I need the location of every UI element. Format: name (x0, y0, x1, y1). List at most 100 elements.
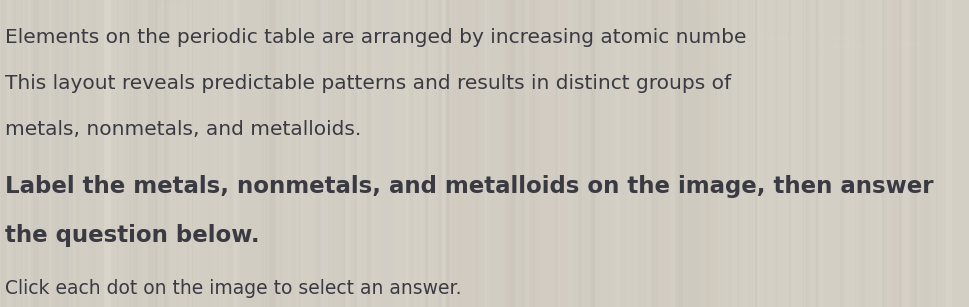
Bar (812, 0, 819, 307)
Bar (925, 0, 930, 307)
Bar (531, 0, 538, 307)
Bar (675, 0, 714, 307)
Bar (916, 0, 919, 307)
Bar (652, 0, 658, 307)
Bar (35, 0, 41, 307)
Bar (860, 0, 863, 307)
Bar (187, 0, 189, 307)
Bar (493, 0, 535, 307)
Bar (775, 0, 788, 307)
Bar (206, 0, 213, 307)
Bar (200, 0, 207, 307)
Bar (192, 0, 193, 307)
Bar (600, 0, 620, 307)
Bar (902, 0, 908, 307)
Bar (174, 0, 178, 307)
Bar (138, 0, 158, 307)
Bar (812, 0, 828, 307)
Bar (164, 0, 167, 307)
Bar (521, 0, 527, 307)
Bar (371, 0, 377, 307)
Bar (476, 0, 478, 307)
Bar (533, 0, 535, 307)
Bar (307, 0, 309, 307)
Bar (579, 0, 626, 307)
Bar (53, 0, 58, 307)
Bar (662, 0, 664, 307)
Bar (360, 0, 367, 307)
Bar (333, 0, 334, 307)
Bar (344, 0, 345, 307)
Bar (771, 0, 775, 307)
Bar (314, 0, 350, 307)
Bar (67, 0, 74, 307)
Bar (358, 0, 365, 307)
Bar (779, 0, 784, 307)
Bar (62, 0, 67, 307)
Bar (428, 0, 430, 307)
Bar (802, 0, 806, 307)
Bar (22, 0, 28, 307)
Bar (675, 0, 677, 307)
Bar (23, 0, 31, 307)
Bar (383, 0, 422, 307)
Bar (788, 0, 791, 307)
Bar (239, 0, 284, 307)
Bar (648, 0, 650, 307)
Bar (687, 0, 699, 307)
Bar (89, 0, 96, 307)
Bar (701, 0, 707, 307)
Bar (526, 0, 568, 307)
Bar (355, 0, 357, 307)
Bar (507, 0, 512, 307)
Bar (299, 0, 302, 307)
Bar (449, 0, 452, 307)
Bar (70, 0, 73, 307)
Bar (945, 0, 951, 307)
Bar (351, 0, 356, 307)
Bar (486, 0, 489, 307)
Bar (518, 0, 522, 307)
Bar (508, 0, 516, 307)
Bar (446, 0, 484, 307)
Bar (644, 0, 646, 307)
Text: the question below.: the question below. (5, 224, 260, 247)
Bar (891, 0, 896, 307)
Bar (639, 0, 643, 307)
Bar (33, 0, 39, 307)
Bar (148, 0, 160, 307)
Bar (44, 0, 48, 307)
Bar (346, 0, 348, 307)
Bar (11, 0, 16, 307)
Bar (849, 0, 851, 307)
Bar (405, 0, 413, 307)
Bar (962, 0, 963, 307)
Bar (8, 0, 13, 307)
Bar (175, 0, 178, 307)
Bar (264, 0, 265, 307)
Bar (781, 0, 800, 307)
Bar (888, 0, 929, 307)
Bar (266, 0, 267, 307)
Bar (677, 0, 723, 307)
Bar (273, 0, 279, 307)
Bar (321, 0, 328, 307)
Bar (878, 0, 881, 307)
Bar (128, 0, 136, 307)
Bar (279, 0, 282, 307)
Bar (802, 0, 805, 307)
Bar (267, 0, 274, 307)
Bar (572, 0, 579, 307)
Bar (815, 0, 818, 307)
Bar (439, 0, 446, 307)
Bar (29, 0, 31, 307)
Bar (299, 0, 301, 307)
Bar (772, 0, 773, 307)
Bar (64, 0, 69, 307)
Bar (758, 0, 790, 307)
Bar (819, 0, 827, 307)
Bar (366, 0, 371, 307)
Bar (344, 0, 365, 307)
Bar (745, 0, 747, 307)
Bar (371, 0, 383, 307)
